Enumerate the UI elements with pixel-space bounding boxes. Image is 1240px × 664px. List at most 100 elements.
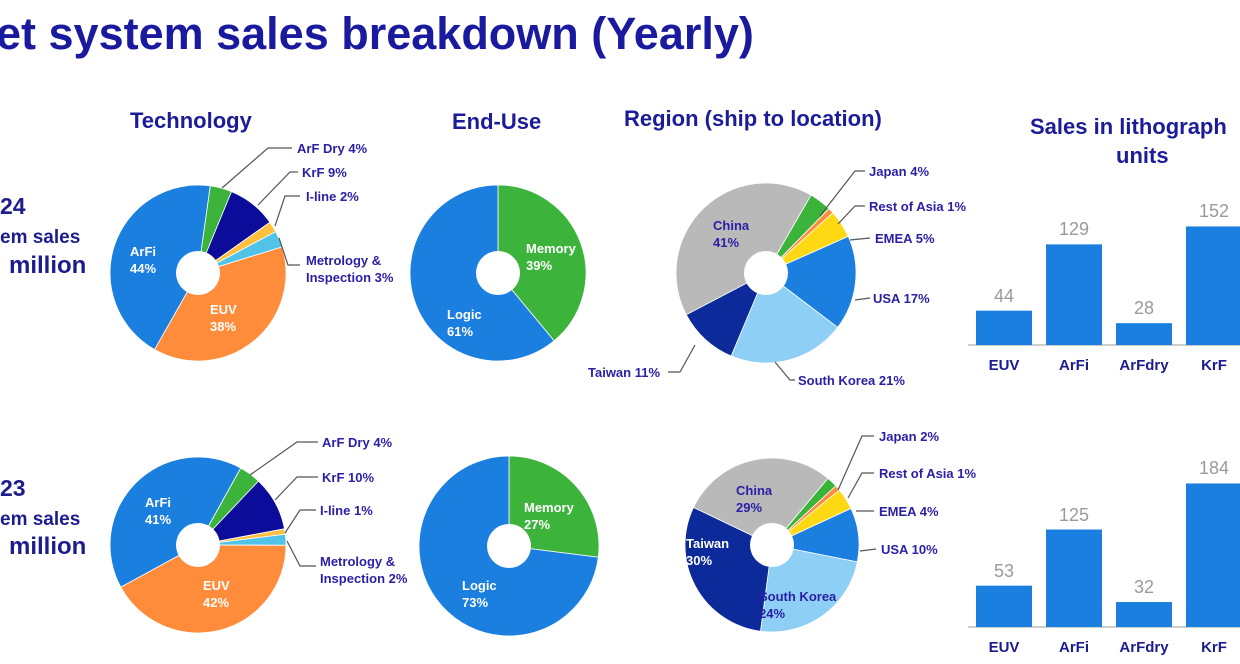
pie-slice-memory-2023 [508,455,600,558]
label-emea-2024: EMEA 5 [875,231,935,246]
bar-category-label: KrF [1201,639,1227,656]
label-arf-dry-2024: ArF Dry 4 [297,141,367,156]
system-sales-2024-label: em sales [0,227,81,248]
label-taiwan-2023: Taiwan 30 [686,535,729,569]
label-logic-2023: Logic 73 [462,577,497,611]
heading-technology: Technology [130,108,252,133]
label-south-korea-2024: South Korea 21 [798,373,905,388]
system-sales-2023-label: em sales [0,509,81,530]
label-rest-of-asia-2023: Rest of Asia 1 [879,466,976,481]
label-south-korea-2023: South Korea 24 [759,588,836,622]
bar-euv-2023 [976,585,1032,627]
bar-euv-2024 [976,310,1032,345]
pie-slice-usa-2024 [765,235,857,328]
pie-slice-china-2023 [693,457,829,546]
label-rest-of-asia-2024: Rest of Asia 1 [869,199,966,214]
label-metrology-2023: Metrology & Inspection 2 [320,553,407,587]
pie-slice-south-korea-2024 [730,272,839,364]
label-taiwan-2024: Taiwan 11 [588,365,660,380]
bar-category-label: EUV [988,357,1020,374]
year-2024-label: 24 [0,193,26,219]
pie-slice-memory-2024 [497,184,587,342]
label-arfi-2023: ArFi 41 [145,494,171,528]
pie-slice-euv-2023 [120,544,287,634]
bar-krf-2024 [1186,226,1240,345]
leader-line [854,297,871,301]
sales-amount-2023-label: million [9,533,87,560]
leader-line [849,237,871,241]
label-euv-2023: EUV 42 [203,577,230,611]
year-2023-label: 23 [0,475,26,501]
bar-krf-2023 [1186,483,1240,627]
leader-line [249,441,318,476]
pie-slice-south-korea-2023 [760,544,858,633]
leader-line [837,435,874,491]
label-usa-2024: USA 17 [873,291,930,306]
leader-line [837,205,865,225]
leader-line [257,171,298,206]
bar-arfi-2023 [1046,529,1102,627]
bar-category-label: ArFi [1059,639,1089,656]
bar-category-label: ArFi [1059,357,1089,374]
label-memory-2023: Memory 27 [524,499,574,533]
bar-category-label: ArFdry [1119,357,1169,374]
donut-hole [176,523,220,567]
heading-end-use: End-Use [452,109,542,134]
leader-line [274,476,318,501]
label-i-line-2023: I-line 1 [320,503,373,518]
donut-hole [176,251,220,295]
label-japan-2023: Japan 2 [879,429,939,444]
leader-line [774,361,795,381]
bar-value-label: 184 [1198,458,1230,479]
label-china-2023: China 29 [736,482,772,516]
bar-value-label: 28 [1133,298,1155,319]
bar-category-label: EUV [988,639,1020,656]
label-japan-2024: Japan 4 [869,164,929,179]
leader-line [274,195,300,227]
donut-hole [750,523,794,567]
label-metrology-2024: Metrology & Inspection 3 [306,252,393,286]
heading-sales-units: Sales in lithograph [1030,114,1227,139]
bar-category-label: ArFdry [1119,639,1169,656]
leader-line [286,540,316,567]
label-logic-2024: Logic 61 [447,306,482,340]
pie-slice-taiwan-2023 [684,506,773,632]
label-euv-2024: EUV 38 [210,301,237,335]
pie-slice-arfi-2023 [109,456,242,588]
leader-line [668,344,696,373]
label-krf-2023: KrF 10 [322,470,374,485]
label-memory-2024: Memory 39 [526,240,576,274]
leader-lines [221,147,877,567]
pie-slice-china-2024 [675,182,812,316]
heading-sales-units-line2: units [1116,143,1169,168]
bar-arfdry-2023 [1116,602,1172,627]
heading-region: Region (ship to location) [624,106,882,131]
bar-value-label: 53 [993,560,1015,581]
bar-arfi-2024 [1046,244,1102,345]
slide-title: et system sales breakdown (Yearly) [0,8,754,59]
bar-value-label: 152 [1198,201,1230,222]
label-china-2024: China 41 [713,217,749,251]
bar-value-label: 44 [993,285,1015,306]
pie-slice-euv-2024 [153,246,287,362]
donut-hole [744,251,788,295]
donut-hole [476,251,520,295]
label-krf-2024: KrF 9 [302,165,347,180]
sales-amount-2024-label: million [9,252,87,279]
bar-category-label: KrF [1201,357,1227,374]
label-arfi-2024: ArFi 44 [130,243,156,277]
leader-line [221,147,292,189]
leader-line [278,237,300,266]
bar-value-label: 129 [1058,219,1090,240]
label-i-line-2024: I-line 2 [306,189,359,204]
bar-value-label: 32 [1133,577,1155,598]
donut-hole [487,524,531,568]
leader-line [859,548,877,552]
pie-slice-arfi-2024 [109,184,211,351]
label-usa-2023: USA 10 [881,542,938,557]
bar-value-label: 125 [1058,504,1090,525]
leader-line [819,170,865,217]
leader-line [847,472,874,499]
label-arf-dry-2023: ArF Dry 4 [322,435,392,450]
